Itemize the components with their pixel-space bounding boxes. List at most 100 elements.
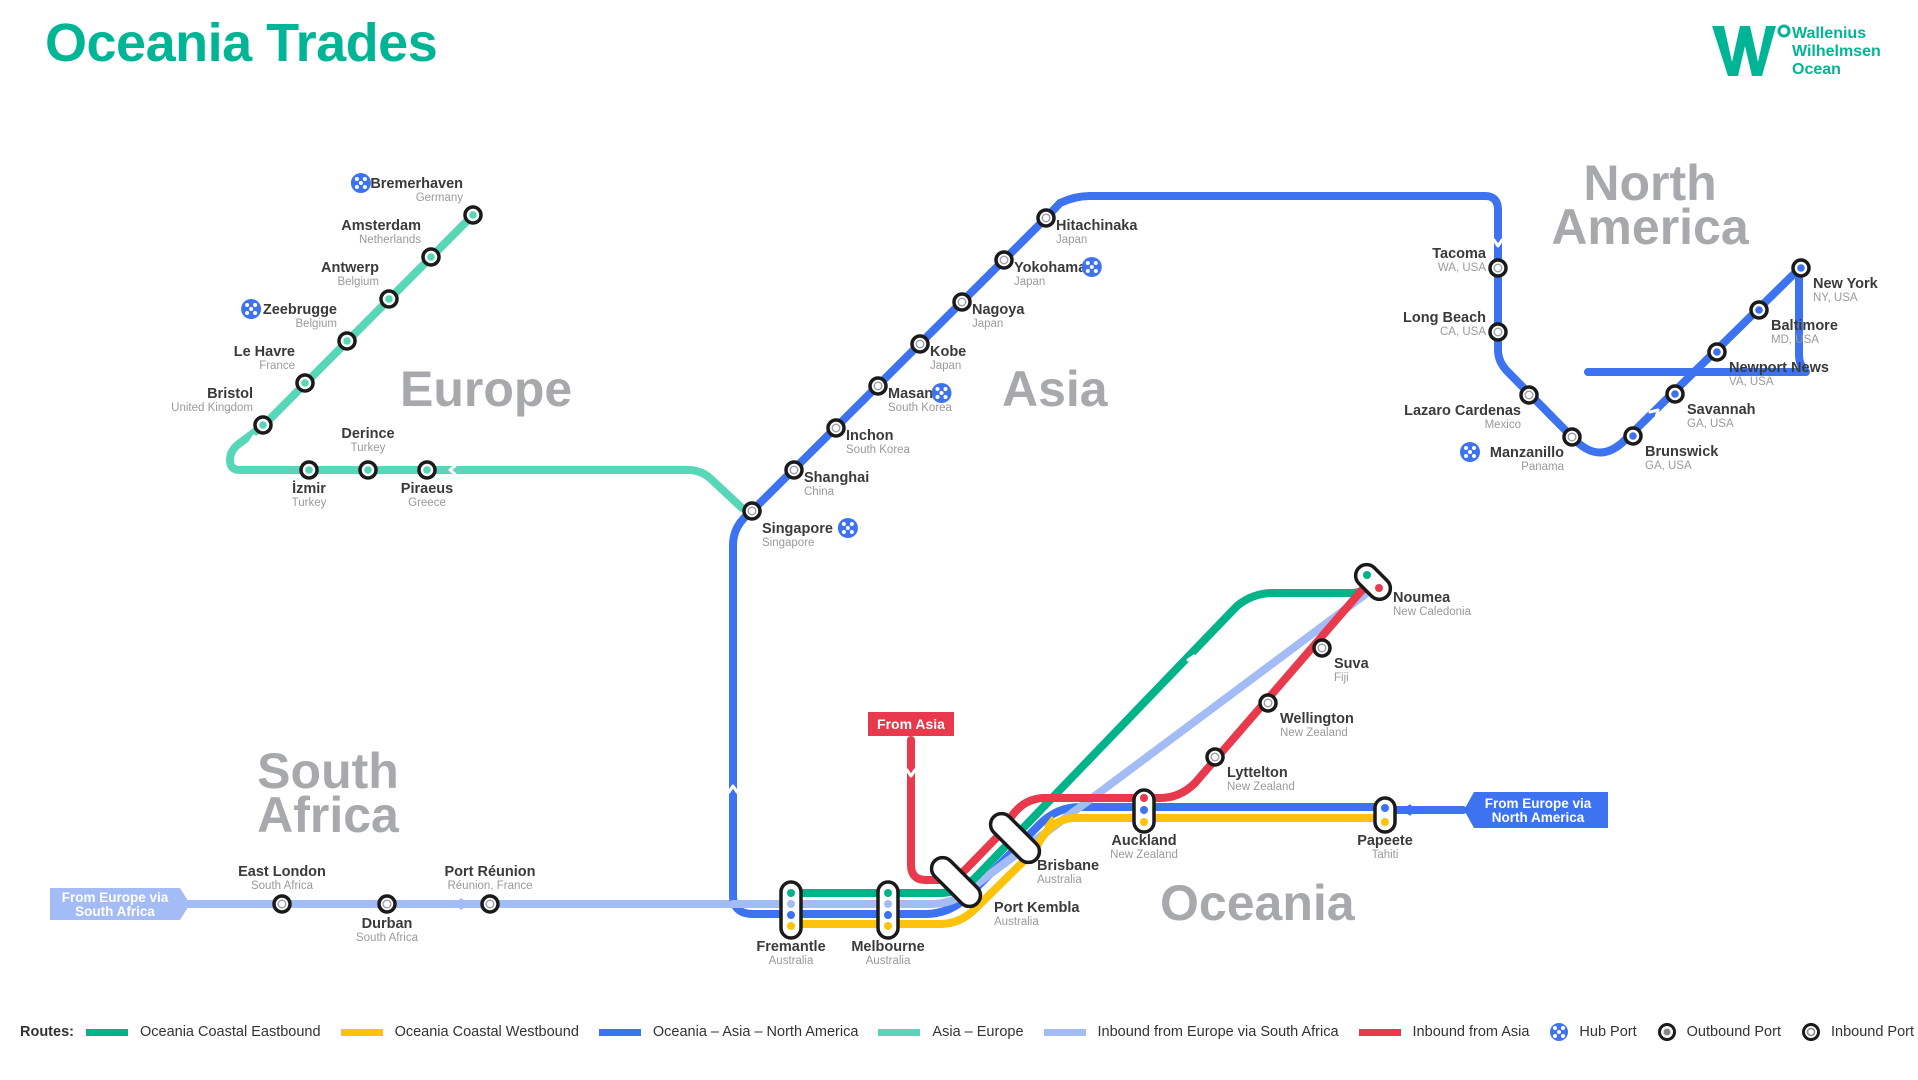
route-inbound-sa-oceania <box>729 574 1378 908</box>
capsule-dot <box>1381 818 1389 826</box>
route-asia-north-america <box>729 192 1810 918</box>
port-name-inchon: Inchon <box>846 428 894 444</box>
chevron-icon <box>727 784 739 794</box>
station-fremantle[interactable] <box>779 880 803 940</box>
port-name-kobe: Kobe <box>930 344 966 360</box>
outbound-port-dot <box>469 211 477 219</box>
inbound-port-dot <box>915 339 925 349</box>
logo-text: Wallenius Wilhelmsen Ocean <box>1792 25 1881 79</box>
port-country-eastlondon: South Africa <box>251 880 314 892</box>
port-country-tacoma: WA, USA <box>1438 262 1486 274</box>
port-marker-lyttelton[interactable] <box>1205 747 1225 767</box>
inbound-port-dot <box>1524 390 1534 400</box>
outbound-port-dot <box>305 466 313 474</box>
legend-inbound-sa: Inbound from Europe via South Africa <box>1043 1024 1339 1040</box>
port-name-singapore: Singapore <box>762 521 833 537</box>
port-country-antwerp: Belgium <box>337 276 379 288</box>
port-name-suva: Suva <box>1334 656 1370 672</box>
chevron-icon <box>1492 238 1504 248</box>
port-marker-eastlondon[interactable] <box>272 894 292 914</box>
inbound-port-dot <box>999 255 1009 265</box>
station-brisbane[interactable] <box>986 809 1044 867</box>
outbound-port-dot <box>385 295 393 303</box>
port-name-melbourne: Melbourne <box>851 939 924 955</box>
port-marker-kobe[interactable] <box>910 334 930 354</box>
port-marker-portreunion[interactable] <box>480 894 500 914</box>
capsule-dot <box>1363 571 1371 579</box>
outbound-port-dot <box>1671 390 1679 398</box>
port-name-portreunion: Port Réunion <box>444 864 535 880</box>
port-marker-nagoya[interactable] <box>952 292 972 312</box>
port-marker-wellington[interactable] <box>1258 693 1278 713</box>
port-country-manzanillo: Panama <box>1521 461 1564 473</box>
port-marker-masan[interactable] <box>868 376 888 396</box>
station-papeete[interactable] <box>1373 796 1397 834</box>
chevron-icon <box>1044 816 1056 828</box>
port-name-zeebrugge: Zeebrugge <box>263 302 337 318</box>
port-country-noumea: New Caledonia <box>1393 606 1472 618</box>
capsule-dot <box>884 900 892 908</box>
port-country-durban: South Africa <box>356 932 419 944</box>
port-name-newportnews: Newport News <box>1729 360 1829 376</box>
port-country-wellington: New Zealand <box>1280 727 1348 739</box>
port-marker-tacoma[interactable] <box>1488 258 1508 278</box>
port-name-lyttelton: Lyttelton <box>1227 765 1288 781</box>
logo-line-2: Wilhelmsen <box>1792 43 1881 60</box>
outbound-port-dot <box>259 421 267 429</box>
inbound-port-dot <box>1493 327 1503 337</box>
region-asia: Asia <box>1002 361 1109 417</box>
capsule-dot <box>1140 794 1148 802</box>
port-name-masan: Masan <box>888 386 933 402</box>
port-country-lazaro: Mexico <box>1485 419 1521 431</box>
legend-inbound: Inbound Port <box>1801 1022 1914 1042</box>
port-country-portkembla: Australia <box>994 916 1039 928</box>
port-name-antwerp: Antwerp <box>321 260 379 276</box>
port-marker-suva[interactable] <box>1312 638 1332 658</box>
hub-port-icon <box>1550 1023 1569 1041</box>
callout-from-asia: From Asia <box>877 716 945 732</box>
port-country-newportnews: VA, USA <box>1729 376 1774 388</box>
legend-asia-europe: Asia – Europe <box>878 1024 1024 1040</box>
capsule-dot <box>1381 804 1389 812</box>
hub-port-icon <box>350 173 371 193</box>
port-marker-inchon[interactable] <box>826 418 846 438</box>
port-country-lyttelton: New Zealand <box>1227 781 1295 793</box>
port-country-auckland: New Zealand <box>1110 849 1178 861</box>
outbound-port-dot <box>1713 348 1721 356</box>
chevron-icon <box>1186 654 1196 666</box>
page-title: Oceania Trades <box>45 13 438 73</box>
hub-port-icon <box>241 299 262 319</box>
port-country-brisbane: Australia <box>1037 874 1082 886</box>
logo-dot <box>1777 24 1791 38</box>
port-marker-durban[interactable] <box>377 894 397 914</box>
inbound-port-dot <box>873 381 883 391</box>
port-country-baltimore: MD, USA <box>1771 334 1819 346</box>
port-marker-singapore[interactable] <box>742 501 762 521</box>
outbound-port-dot <box>343 337 351 345</box>
port-marker-hitachinaka[interactable] <box>1036 208 1056 228</box>
inbound-port-icon <box>1801 1023 1820 1041</box>
inbound-port-dot <box>747 506 757 516</box>
port-marker-shanghai[interactable] <box>784 460 804 480</box>
port-country-piraeus: Greece <box>408 497 446 509</box>
port-marker-longbeach[interactable] <box>1488 322 1508 342</box>
outbound-port-icon <box>1657 1023 1676 1041</box>
port-name-durban: Durban <box>362 916 413 932</box>
port-marker-yokohama[interactable] <box>994 250 1014 270</box>
port-country-fremantle: Australia <box>769 955 814 967</box>
legend-inbound-asia: Inbound from Asia <box>1358 1024 1529 1040</box>
chevron-icon <box>905 768 917 778</box>
logo-w-mark <box>1712 26 1776 76</box>
chevron-icon <box>1401 804 1412 816</box>
inbound-port-dot <box>1263 698 1273 708</box>
port-marker-manzanillo[interactable] <box>1562 427 1582 447</box>
route-coastal-westbound <box>788 814 1391 928</box>
port-country-amsterdam: Netherlands <box>359 234 421 246</box>
port-name-lehavre: Le Havre <box>234 344 295 360</box>
port-name-bremerhaven: Bremerhaven <box>370 176 463 192</box>
port-marker-lazaro[interactable] <box>1519 385 1539 405</box>
station-melbourne[interactable] <box>876 880 900 940</box>
callout-from-europe-na-1: From Europe via <box>1485 796 1592 811</box>
station-port-kembla[interactable] <box>927 853 985 911</box>
port-name-hitachinaka: Hitachinaka <box>1056 218 1138 234</box>
